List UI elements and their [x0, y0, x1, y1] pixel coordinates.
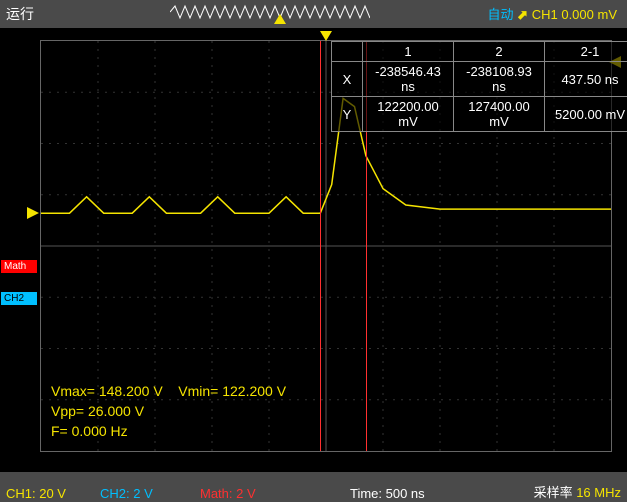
measurement-line: F= 0.000 Hz — [51, 421, 286, 441]
trigger-edge-icon: ⬈ — [517, 7, 528, 22]
timebase[interactable]: Time: 500 ns — [350, 486, 425, 501]
table-row: Y 122200.00 mV 127400.00 mV 5200.00 mV — [332, 97, 627, 132]
table-cell: 1 — [363, 42, 454, 62]
measurement-line: Vpp= 26.000 V — [51, 401, 286, 421]
table-cell: 2-1 — [545, 42, 627, 62]
vmin-label: Vmin= — [178, 383, 218, 399]
mini-waveform — [170, 2, 370, 22]
trigger-source: CH1 — [532, 7, 558, 22]
ch1-scale[interactable]: CH1: 20 V — [6, 486, 66, 501]
measurement-line: Vmax= 148.200 V Vmin= 122.200 V — [51, 381, 286, 401]
measurements-block: Vmax= 148.200 V Vmin= 122.200 V Vpp= 26.… — [51, 381, 286, 441]
table-row: 1 2 2-1 — [332, 42, 627, 62]
vmax-label: Vmax= — [51, 383, 95, 399]
top-bar: 运行 自动 ⬈ CH1 0.000 mV — [0, 0, 627, 28]
ch2-channel-badge[interactable]: CH2 — [1, 292, 37, 305]
table-cell: 5200.00 mV — [545, 97, 627, 132]
vmax-value: 148.200 V — [99, 383, 163, 399]
math-scale[interactable]: Math: 2 V — [200, 486, 256, 501]
cursor-readout-table: 1 2 2-1 X -238546.43 ns -238108.93 ns 43… — [331, 41, 627, 132]
table-cell: -238108.93 ns — [454, 62, 545, 97]
vmin-value: 122.200 V — [222, 383, 286, 399]
ch1-zero-marker-icon — [27, 207, 39, 219]
table-cell: 127400.00 mV — [454, 97, 545, 132]
table-cell: 122200.00 mV — [363, 97, 454, 132]
vpp-value: 26.000 V — [88, 403, 144, 419]
trigger-status: 自动 ⬈ CH1 0.000 mV — [488, 4, 617, 23]
run-status: 运行 — [6, 4, 34, 24]
cursor-1[interactable] — [320, 41, 321, 451]
table-cell: 2 — [454, 42, 545, 62]
freq-label: F= — [51, 423, 68, 439]
trigger-position-marker-icon — [320, 31, 332, 41]
freq-value: 0.000 Hz — [72, 423, 128, 439]
table-cell: X — [332, 62, 363, 97]
sample-rate-value: 16 MHz — [576, 485, 621, 500]
trigger-mode: 自动 — [488, 7, 514, 22]
table-cell: Y — [332, 97, 363, 132]
vpp-label: Vpp= — [51, 403, 84, 419]
mini-waveform-marker-icon — [274, 14, 286, 24]
table-cell: 437.50 ns — [545, 62, 627, 97]
math-channel-badge[interactable]: Math — [1, 260, 37, 273]
oscilloscope-grid[interactable]: Math CH2 1 2 2-1 X -238546.43 ns -238108… — [40, 40, 612, 452]
table-cell: -238546.43 ns — [363, 62, 454, 97]
bottom-bar: CH1: 20 V CH2: 2 V Math: 2 V Time: 500 n… — [0, 472, 627, 502]
sample-rate: 采样率 16 MHz — [534, 482, 621, 501]
table-cell — [332, 42, 363, 62]
ch2-scale[interactable]: CH2: 2 V — [100, 486, 153, 501]
trigger-level: 0.000 mV — [561, 7, 617, 22]
sample-rate-label: 采样率 — [534, 485, 573, 500]
table-row: X -238546.43 ns -238108.93 ns 437.50 ns — [332, 62, 627, 97]
